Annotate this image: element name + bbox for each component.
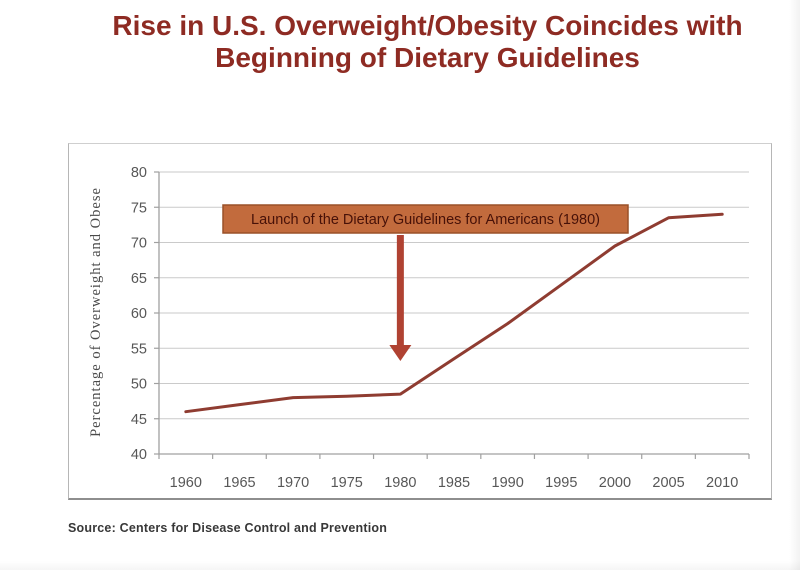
x-tick-label: 2010 <box>706 475 738 491</box>
x-tick-label: 1985 <box>438 475 470 491</box>
y-tick-label: 55 <box>131 341 147 357</box>
y-tick-label: 70 <box>131 236 147 252</box>
line-chart: 40 45 50 55 60 65 70 75 80 1960 1965 1970 1975 1980 19… <box>88 165 750 491</box>
source-attribution: Source: Centers for Disease Control and … <box>68 521 388 535</box>
down-arrow-icon <box>389 345 412 361</box>
x-tick-label: 1975 <box>331 475 363 491</box>
x-tick-label: 1980 <box>384 475 416 491</box>
chart-frame: 40 45 50 55 60 65 70 75 80 1960 1965 1970 1975 1980 19… <box>68 143 772 500</box>
x-tick-label: 2005 <box>652 475 684 491</box>
page-edge-shade-right <box>789 0 800 570</box>
y-tick-label: 60 <box>131 306 147 322</box>
annotation-label: Launch of the Dietary Guidelines for Ame… <box>251 212 600 228</box>
page-edge-shade-bottom <box>0 561 800 570</box>
x-tick-label: 2000 <box>599 475 631 491</box>
chart-title-line-2: Beginning of Dietary Guidelines <box>215 42 640 73</box>
y-tick-label: 65 <box>131 271 147 287</box>
annotation-box <box>222 204 629 234</box>
y-tick-label: 75 <box>131 200 147 216</box>
y-tick-label: 50 <box>131 377 147 393</box>
x-tick-label: 1970 <box>277 475 309 491</box>
y-axis-title: Percentage of Overweight and Obese <box>88 187 104 437</box>
y-tick-label: 40 <box>131 447 147 463</box>
y-tick-label: 45 <box>131 412 147 428</box>
x-tick-label: 1960 <box>170 475 202 491</box>
y-tick-label: 80 <box>131 165 147 181</box>
x-tick-label: 1990 <box>492 475 524 491</box>
down-arrow-icon <box>396 235 404 345</box>
x-tick-label: 1995 <box>545 475 577 491</box>
x-tick-label: 1965 <box>223 475 255 491</box>
chart-title-line-1: Rise in U.S. Overweight/Obesity Coincide… <box>112 10 743 41</box>
series-line <box>184 212 724 414</box>
chart-title: Rise in U.S. Overweight/Obesity Coincide… <box>0 10 800 74</box>
